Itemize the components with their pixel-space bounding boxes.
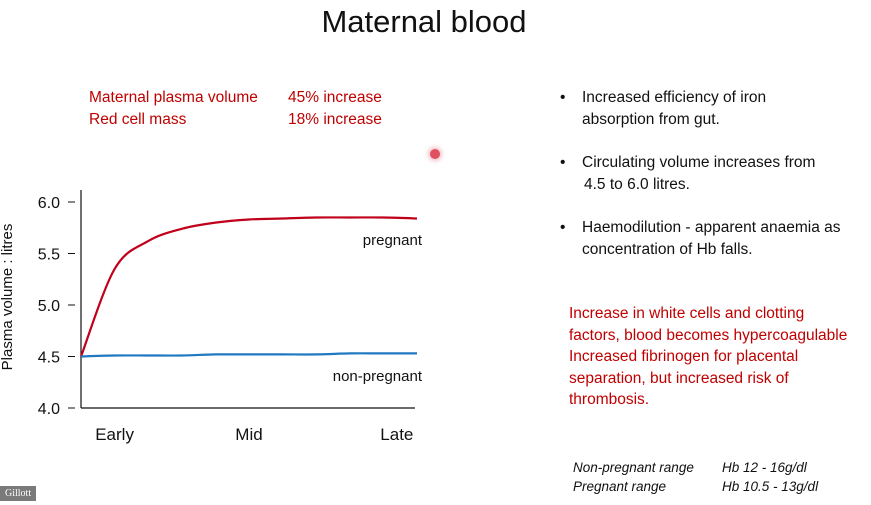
y-tick-label: 4.0	[38, 401, 60, 418]
plasma-volume-chart: 4.0 4.5 5.0 5.5 6.0 Early Mid Late Plasma volume…	[0, 190, 423, 444]
bullet-iron-absorption: • Increased efficiency of iron absorptio…	[560, 87, 865, 131]
bullet-line: Haemodilution - apparent anaemia as	[582, 219, 841, 236]
stat-label: Maternal plasma volume	[89, 89, 258, 106]
laser-pointer-dot	[430, 149, 440, 159]
y-tick-label: 6.0	[38, 195, 60, 212]
series-label-pregnant: pregnant	[363, 232, 423, 249]
bullet-line: concentration of Hb falls.	[582, 241, 753, 258]
y-axis-label: Plasma volume : litres	[0, 224, 16, 371]
note-line: Increased fibrinogen for placental	[569, 348, 799, 365]
range-label: Pregnant range	[573, 479, 667, 494]
bullet-list: • Increased efficiency of iron absorptio…	[560, 87, 865, 261]
series-label-non-pregnant: non-pregnant	[333, 368, 423, 385]
range-row-pregnant: Pregnant range Hb 10.5 - 13g/dl	[573, 477, 863, 496]
bullet-line: Circulating volume increases from	[582, 154, 816, 171]
stat-label: Red cell mass	[89, 111, 187, 128]
bullet-dot: •	[560, 89, 566, 106]
bullet-circulating-volume: • Circulating volume increases from 4.5 …	[560, 152, 865, 196]
bullet-dot: •	[560, 219, 566, 236]
note-line: separation, but increased risk of	[569, 369, 789, 387]
x-tick-label: Late	[380, 425, 413, 444]
bullet-haemodilution: • Haemodilution - apparent anaemia as co…	[560, 217, 865, 261]
range-row-non-pregnant: Non-pregnant range Hb 12 - 16g/dl	[573, 458, 863, 477]
series-line-pregnant	[79, 216, 418, 357]
clotting-note: Increase in white cells and clotting fac…	[569, 303, 871, 411]
bullet-line: 4.5 to 6.0 litres.	[584, 176, 690, 193]
stat-value: 45% increase	[288, 89, 382, 106]
range-label: Non-pregnant range	[573, 460, 694, 475]
note-line: factors, blood becomes hypercoagulable	[569, 326, 848, 344]
stat-value: 18% increase	[288, 111, 382, 128]
bullet-dot: •	[560, 154, 566, 171]
volume-stats: Maternal plasma volume 45% increase Red …	[89, 87, 389, 131]
y-tick-label: 5.5	[38, 247, 60, 264]
slide-title: Maternal blood	[321, 4, 527, 39]
y-tick-label: 5.0	[38, 298, 60, 315]
x-tick-label: Early	[95, 425, 134, 444]
bullet-line: Increased efficiency of iron	[582, 89, 767, 106]
note-line: thrombosis.	[569, 391, 650, 408]
author-tag: Gillott	[0, 486, 37, 501]
range-value: Hb 10.5 - 13g/dl	[722, 479, 819, 494]
stat-row-red-cell-mass: Red cell mass 18% increase	[89, 109, 389, 131]
y-tick-label: 4.5	[38, 350, 60, 367]
x-tick-label: Mid	[235, 425, 262, 444]
note-line: Increase in white cells and clotting	[569, 305, 805, 322]
stat-row-plasma-volume: Maternal plasma volume 45% increase	[89, 87, 389, 109]
range-value: Hb 12 - 16g/dl	[722, 460, 807, 475]
bullet-line: absorption from gut.	[582, 111, 720, 128]
hb-ranges: Non-pregnant range Hb 12 - 16g/dl Pregna…	[573, 458, 863, 496]
series-line-non-pregnant	[80, 352, 417, 358]
